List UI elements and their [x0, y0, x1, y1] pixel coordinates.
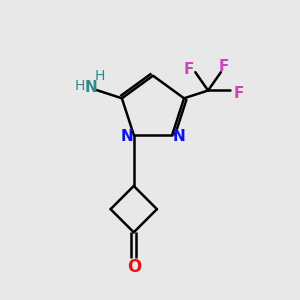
Text: H: H — [75, 79, 85, 93]
Text: H: H — [95, 69, 105, 83]
Text: O: O — [127, 257, 141, 275]
Text: F: F — [219, 59, 229, 74]
Text: F: F — [233, 86, 244, 101]
Text: F: F — [184, 62, 194, 77]
Text: N: N — [172, 129, 185, 144]
Text: N: N — [121, 129, 134, 144]
Text: N: N — [85, 80, 98, 94]
